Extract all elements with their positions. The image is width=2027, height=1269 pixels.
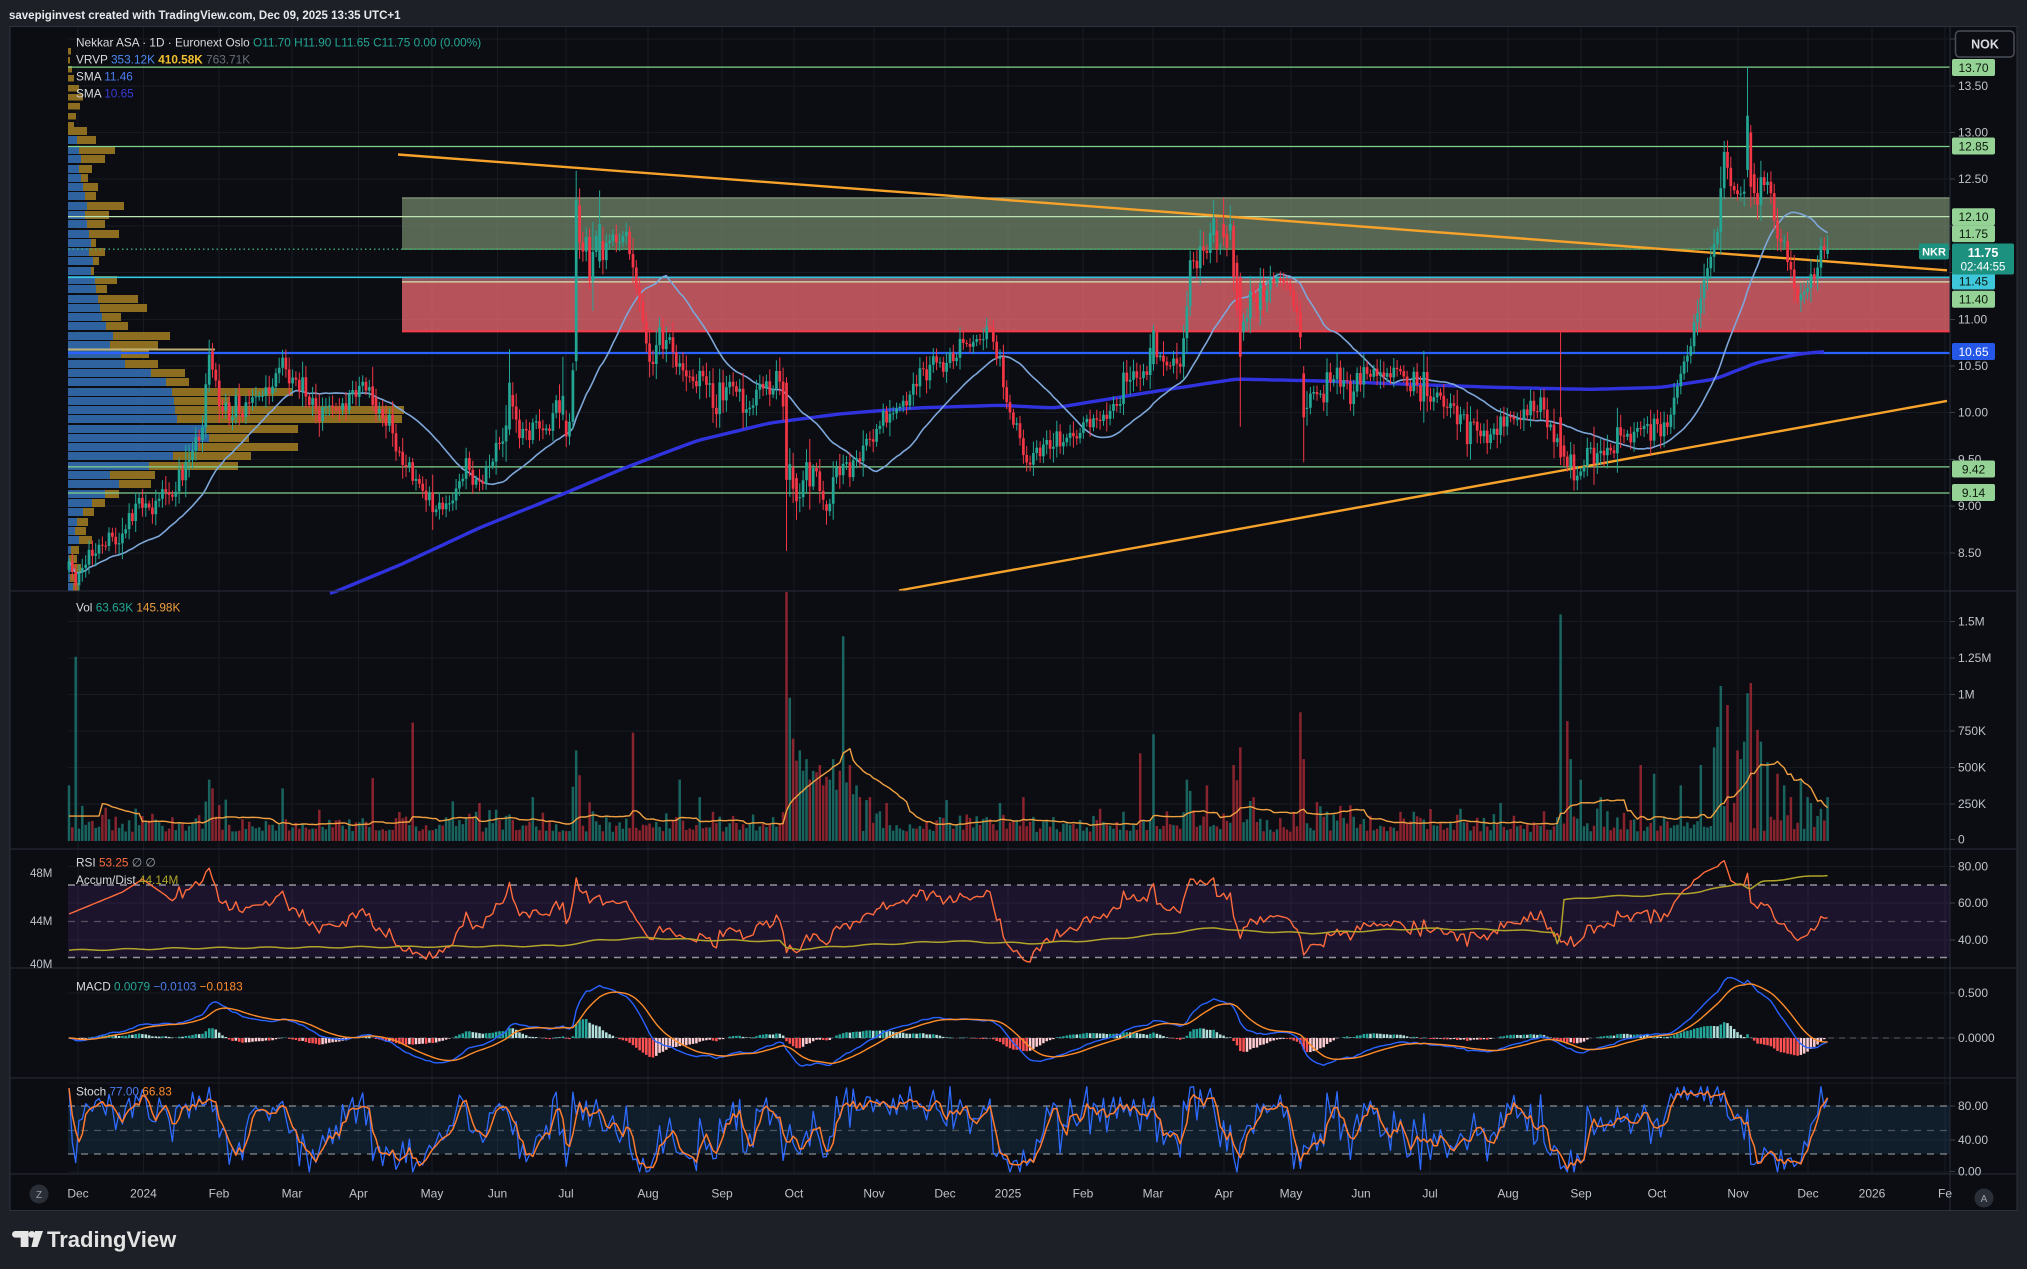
svg-text:1.5M: 1.5M [1958,614,1985,628]
svg-text:Nov: Nov [863,1187,884,1201]
svg-text:40.00: 40.00 [1958,933,1988,947]
svg-text:Apr: Apr [349,1187,368,1201]
svg-text:10.65: 10.65 [1958,345,1988,359]
svg-text:Jun: Jun [1351,1187,1370,1201]
svg-text:0.500: 0.500 [1958,986,1988,1000]
svg-text:80.00: 80.00 [1958,1099,1988,1113]
svg-text:Mar: Mar [282,1187,303,1201]
svg-text:Jul: Jul [558,1187,573,1201]
svg-text:Dec: Dec [1797,1187,1818,1201]
svg-text:44M: 44M [30,916,52,928]
svg-text:11.40: 11.40 [1959,293,1988,307]
svg-text:2024: 2024 [130,1187,157,1201]
svg-text:1M: 1M [1958,687,1975,701]
svg-text:May: May [1280,1187,1303,1201]
svg-text:Feb: Feb [209,1187,230,1201]
svg-text:Accum/Dist 44.14M: Accum/Dist 44.14M [76,873,178,887]
svg-text:10.50: 10.50 [1958,359,1988,373]
svg-text:Oct: Oct [1648,1187,1667,1201]
svg-text:0: 0 [1958,833,1965,847]
svg-text:2025: 2025 [995,1187,1022,1201]
svg-text:Feb: Feb [1073,1187,1094,1201]
svg-text:Sep: Sep [1570,1187,1592,1201]
svg-text:11.45: 11.45 [1959,274,1988,288]
svg-text:RSI 53.25 ∅ ∅: RSI 53.25 ∅ ∅ [76,856,156,870]
svg-text:Apr: Apr [1215,1187,1234,1201]
svg-text:12.85: 12.85 [1958,139,1988,153]
svg-text:Aug: Aug [637,1187,658,1201]
svg-text:SMA 11.46: SMA 11.46 [76,70,133,84]
svg-text:Vol 63.63K 145.98K: Vol 63.63K 145.98K [76,601,180,615]
svg-text:Nekkar ASA · 1D · Euronext Osl: Nekkar ASA · 1D · Euronext Oslo O11.70 H… [76,36,481,50]
svg-text:Z: Z [36,1190,42,1201]
svg-text:12.10: 12.10 [1958,210,1988,224]
svg-text:13.70: 13.70 [1958,61,1988,75]
svg-text:9.14: 9.14 [1962,486,1986,500]
svg-text:TradingView: TradingView [47,1227,177,1252]
svg-text:9.42: 9.42 [1962,462,1986,476]
svg-text:10.00: 10.00 [1958,406,1988,420]
svg-text:40M: 40M [30,959,52,971]
svg-text:0.0000: 0.0000 [1958,1031,1995,1045]
svg-text:250K: 250K [1958,797,1986,811]
svg-text:500K: 500K [1958,761,1986,775]
svg-text:savepiginvest created with Tra: savepiginvest created with TradingView.c… [9,10,401,22]
svg-text:Jul: Jul [1422,1187,1437,1201]
svg-text:0.00: 0.00 [1958,1165,1982,1179]
svg-text:13.50: 13.50 [1958,79,1988,93]
svg-text:Dec: Dec [934,1187,955,1201]
svg-text:1.25M: 1.25M [1958,651,1991,665]
svg-text:Oct: Oct [785,1187,804,1201]
svg-text:Nov: Nov [1727,1187,1748,1201]
svg-text:60.00: 60.00 [1958,896,1988,910]
svg-text:2026: 2026 [1859,1187,1886,1201]
svg-text:Sep: Sep [711,1187,733,1201]
svg-text:8.50: 8.50 [1958,546,1982,560]
svg-text:750K: 750K [1958,724,1986,738]
svg-text:Stoch 77.00 66.83: Stoch 77.00 66.83 [76,1085,172,1099]
svg-text:11.75: 11.75 [1968,246,1999,260]
svg-text:MACD 0.0079 −0.0103 −0.0183: MACD 0.0079 −0.0103 −0.0183 [76,980,243,994]
svg-text:VRVP 353.12K 410.58K 763.71: VRVP 353.12K 410.58K 763.71K [76,53,250,67]
svg-text:NKR: NKR [1922,247,1946,259]
svg-text:A: A [1981,1194,1988,1205]
svg-text:40.00: 40.00 [1958,1133,1988,1147]
svg-text:Dec: Dec [67,1187,88,1201]
svg-text:13.00: 13.00 [1958,126,1988,140]
svg-text:48M: 48M [30,868,52,880]
svg-text:9.00: 9.00 [1958,499,1982,513]
svg-text:80.00: 80.00 [1958,860,1988,874]
svg-text:Mar: Mar [1143,1187,1164,1201]
svg-text:11.75: 11.75 [1959,227,1988,241]
svg-text:11.00: 11.00 [1958,312,1987,326]
svg-text:12.50: 12.50 [1958,172,1988,186]
svg-text:Aug: Aug [1497,1187,1518,1201]
svg-text:Fe: Fe [1938,1187,1952,1201]
svg-text:02:44:55: 02:44:55 [1961,262,2006,274]
svg-text:SMA 10.65: SMA 10.65 [76,87,134,101]
svg-text:Jun: Jun [488,1187,507,1201]
svg-text:May: May [421,1187,444,1201]
svg-text:NOK: NOK [1971,38,1999,52]
